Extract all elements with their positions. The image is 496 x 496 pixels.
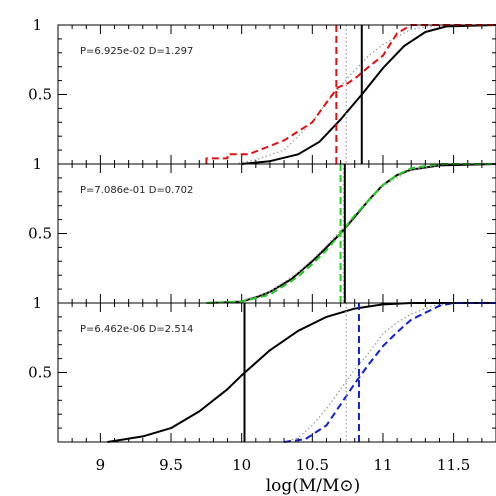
ks-statistic-label: P=6.462e-06 D=2.514 xyxy=(80,324,193,335)
x-axis-label: log(M/M⊙) xyxy=(266,476,361,496)
x-tick-label: 10.5 xyxy=(296,456,329,474)
cdf-curve-dashed xyxy=(205,24,496,164)
cdf-panel-2: 1 0.5 P=7.086e-01 D=0.702 xyxy=(28,155,496,304)
cdf-curve-dashed xyxy=(206,163,496,304)
y-tick-label: 1 xyxy=(32,16,42,34)
cdf-curve-dotted xyxy=(234,24,496,165)
cdf-panel-1: 1 0.5 P=6.925e-02 D=1.297 xyxy=(28,16,496,165)
cdf-curve-solid xyxy=(241,24,496,165)
x-tick-label: 10 xyxy=(232,456,251,474)
y-tick-label: 0.5 xyxy=(28,86,52,104)
x-tick-label: 11 xyxy=(373,456,392,474)
cdf-curve-solid xyxy=(206,163,496,304)
cdf-curve-dotted xyxy=(206,163,496,304)
cdf-curve-dashed xyxy=(283,302,496,443)
y-tick-label: 0.5 xyxy=(28,364,52,382)
ks-statistic-label: P=7.086e-01 D=0.702 xyxy=(80,185,193,196)
x-tick-label: 11.5 xyxy=(437,456,470,474)
cdf-panel-3: 1 0.5 P=6.462e-06 D=2.514 xyxy=(28,294,496,443)
y-tick-label: 1 xyxy=(32,294,42,312)
y-tick-label: 0.5 xyxy=(28,225,52,243)
panel-frame xyxy=(57,302,496,443)
x-tick-label: 9 xyxy=(96,456,106,474)
ks-statistic-label: P=6.925e-02 D=1.297 xyxy=(80,46,193,57)
cdf-curve-solid xyxy=(107,302,496,443)
y-tick-label: 1 xyxy=(32,155,42,173)
cdf-curve-dotted xyxy=(283,302,496,443)
x-tick-label: 9.5 xyxy=(159,456,183,474)
